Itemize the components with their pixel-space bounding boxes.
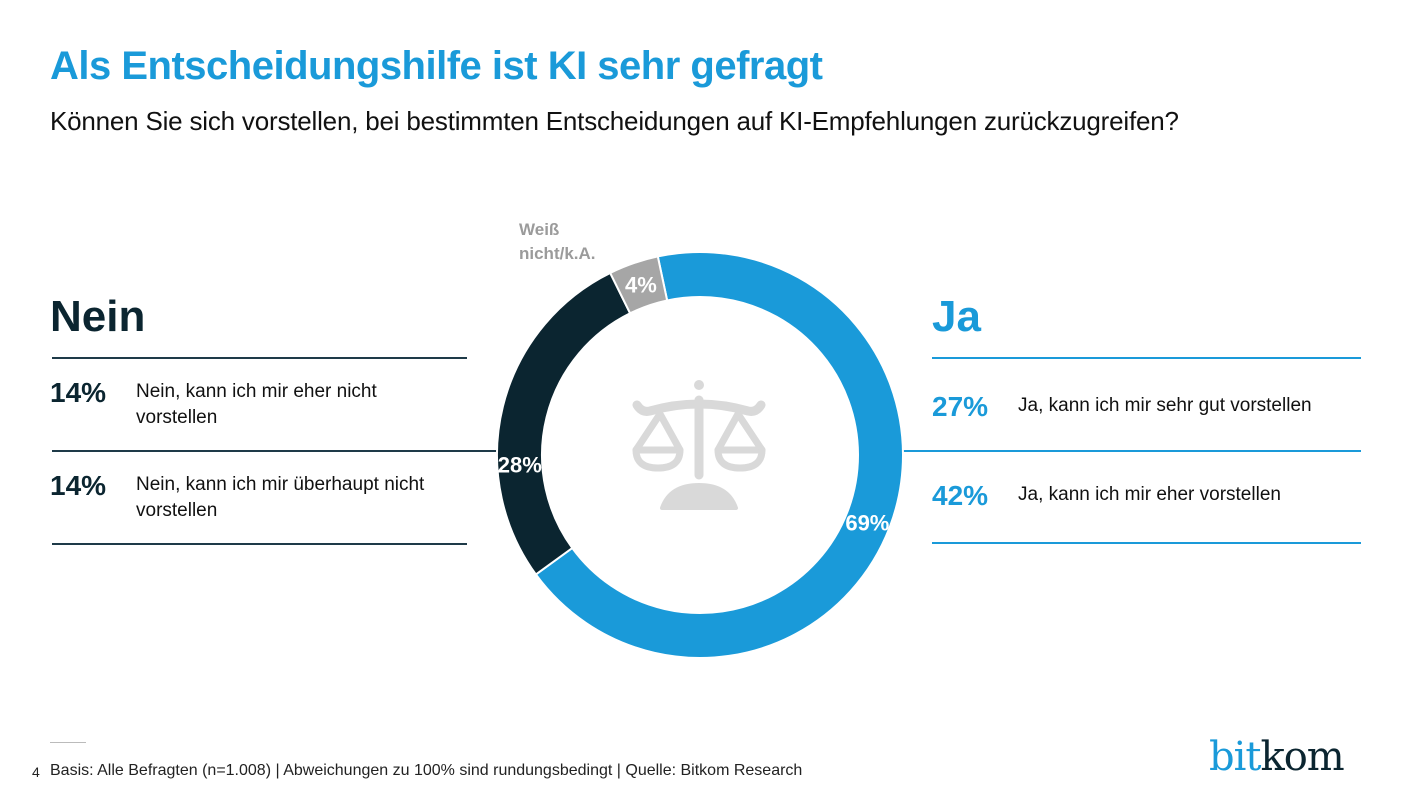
page-subtitle: Können Sie sich vorstellen, bei bestimmt… [50, 106, 1179, 136]
ja-row-label: Ja, kann ich mir sehr gut vorstellen [1018, 395, 1312, 416]
scales-icon [632, 380, 766, 510]
footer-divider [50, 742, 86, 743]
weiss-nicht-label: Weiß nicht/k.A. [519, 220, 596, 263]
nein-row-label: Nein, kann ich mir eher nicht vorstellen [136, 381, 377, 428]
donut-slice-nein [496, 271, 632, 576]
logo-part: kom [1260, 734, 1344, 780]
page-title: Als Entscheidungshilfe ist KI sehr gefra… [50, 44, 823, 88]
nein-row: 14% Nein, kann ich mir überhaupt nicht v… [50, 470, 436, 524]
nein-row-pct: 14% [50, 470, 107, 501]
divider [932, 357, 1361, 359]
bitkom-logo: bitkom [1209, 734, 1345, 780]
ja-row: 42% Ja, kann ich mir eher vorstellen [932, 480, 1281, 512]
nein-row-label: Nein, kann ich mir überhaupt nicht vorst… [136, 474, 425, 521]
ja-row-pct: 42% [932, 480, 989, 511]
divider [52, 357, 467, 359]
ja-row-pct: 27% [932, 391, 989, 422]
nein-row-pct: 14% [50, 377, 107, 408]
footer-note: Basis: Alle Befragten (n=1.008) | Abweic… [50, 762, 803, 779]
donut-slice-label: 28% [498, 452, 542, 477]
donut-slice-wei-nicht-k-a [608, 255, 669, 315]
ja-heading: Ja [932, 292, 981, 341]
ja-row-label: Ja, kann ich mir eher vorstellen [1018, 484, 1281, 505]
logo-part: bit [1209, 734, 1261, 780]
page-number: 4 [32, 764, 40, 780]
divider [900, 450, 1361, 452]
nein-row: 14% Nein, kann ich mir eher nicht vorste… [50, 377, 436, 431]
donut-slice-label: 4% [625, 272, 657, 297]
ja-row: 27% Ja, kann ich mir sehr gut vorstellen [932, 391, 1312, 423]
divider [52, 543, 467, 545]
donut-slice-ja [534, 251, 904, 659]
donut-slice-label: 69% [845, 511, 889, 536]
divider [932, 542, 1361, 544]
divider [52, 450, 499, 452]
nein-heading: Nein [50, 292, 146, 341]
